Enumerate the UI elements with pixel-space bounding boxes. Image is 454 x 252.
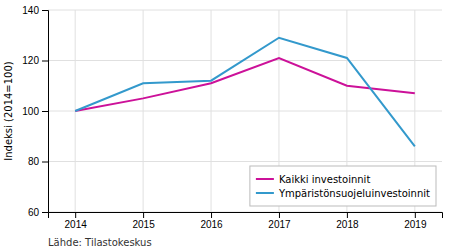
- tick-mark: [42, 111, 48, 112]
- tick: 2019: [404, 212, 427, 230]
- tick: 2015: [132, 212, 155, 230]
- tick-mark: [279, 212, 280, 218]
- grid: [48, 10, 442, 212]
- plot: 2014 2015 2016 2017 2018 2019 60 80 100 120 140 Ind…: [3, 5, 443, 248]
- tick-label: 2017: [268, 219, 291, 230]
- tick-label: 120: [22, 55, 39, 66]
- tick-label: 2016: [200, 219, 223, 230]
- series-line: [75, 58, 415, 111]
- y-axis-title: Indeksi (2014=100): [3, 61, 14, 161]
- annotation: Lähde: Tilastokeskus: [48, 237, 152, 248]
- tick-label: 60: [28, 207, 40, 218]
- tick: 60: [28, 207, 48, 218]
- tick-mark: [42, 212, 48, 213]
- tick-label: 100: [22, 106, 39, 117]
- tick-label: 2018: [336, 219, 359, 230]
- tick: 2017: [268, 212, 291, 230]
- grid-line: [48, 161, 442, 162]
- tick-label: 140: [22, 5, 39, 16]
- tick-mark: [415, 212, 416, 218]
- tick-label: 80: [28, 156, 40, 167]
- tick-mark: [211, 212, 212, 218]
- tick: 2014: [65, 212, 88, 230]
- legend-swatch: [256, 178, 274, 180]
- tick-mark: [42, 61, 48, 62]
- tick-mark: [347, 212, 348, 218]
- tick-label: 2014: [65, 219, 88, 230]
- legend-label: Kaikki investoinnit: [279, 174, 370, 185]
- tick-mark: [143, 212, 144, 218]
- tick-mark: [75, 212, 76, 218]
- series-line: [75, 38, 415, 147]
- legend-box: [250, 166, 436, 206]
- grid-line: [211, 10, 212, 212]
- tick-mark: [42, 162, 48, 163]
- tick-label: 2015: [132, 219, 155, 230]
- tick: 140: [22, 5, 48, 16]
- tick: 80: [28, 156, 48, 167]
- tick: 2018: [336, 212, 359, 230]
- grid-line: [143, 10, 144, 212]
- y-axis: 60 80 100 120 140: [22, 5, 48, 218]
- tick: 100: [22, 106, 48, 117]
- legend-swatch: [256, 192, 274, 194]
- axis-line: [42, 11, 49, 213]
- lines: [75, 38, 415, 147]
- legend: Kaikki investoinnit Ympäristönsuojeluinve…: [250, 166, 436, 206]
- x-axis: 2014 2015 2016 2017 2018 2019: [49, 212, 443, 230]
- legend-label: Ympäristönsuojeluinvestoinnit: [278, 188, 430, 199]
- axis-line: [49, 213, 443, 219]
- tick-mark: [42, 10, 48, 11]
- grid-line: [48, 111, 442, 112]
- tick: 120: [22, 55, 48, 66]
- grid-line: [48, 10, 442, 11]
- tick: 2016: [200, 212, 223, 230]
- chart: 2014 2015 2016 2017 2018 2019 60 80 100 120 140 Ind…: [0, 0, 454, 252]
- tick-label: 2019: [404, 219, 427, 230]
